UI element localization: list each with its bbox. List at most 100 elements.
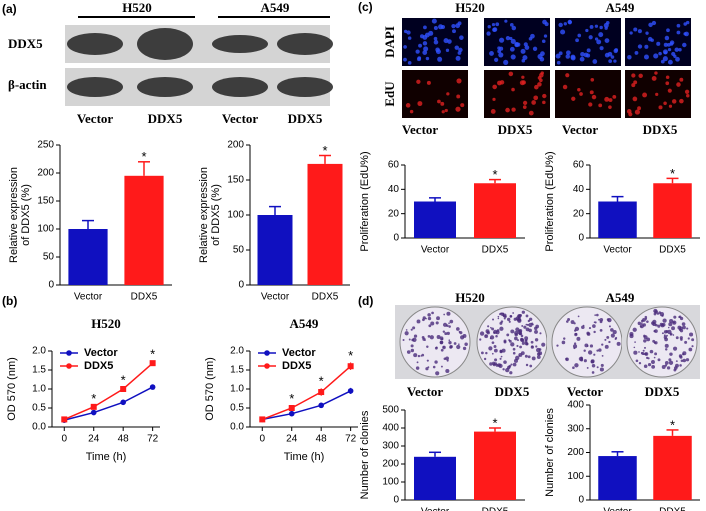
group-label: H520 [455, 290, 485, 305]
group-label: A549 [606, 0, 635, 15]
legend-label: DDX5 [282, 360, 311, 372]
significance: * [91, 391, 96, 406]
y-tick-label: 0.5 [230, 403, 244, 414]
y-tick-label: 0.5 [32, 403, 46, 414]
x-tick-label: DDX5 [659, 245, 686, 256]
x-tick-label: Vector [261, 292, 290, 303]
x-tick-label: 72 [345, 434, 357, 445]
x-tick-label: Vector [421, 245, 450, 256]
y-tick-label: 400 [382, 423, 399, 434]
y-tick-label: 60 [388, 160, 400, 171]
lane-label: DDX5 [148, 111, 183, 126]
x-axis-label: Time (h) [86, 451, 127, 463]
marker [318, 402, 324, 409]
x-tick-label: 48 [118, 434, 130, 445]
group-label: A549 [606, 290, 635, 305]
y-axis-label: Number of clonies [359, 410, 371, 499]
y-tick-label: 300 [567, 423, 584, 434]
y-tick-label: 400 [567, 400, 584, 411]
row-label: β-actin [8, 77, 47, 92]
chart: 0 100 200 300 400 500 Number of clonies Vector D… [359, 405, 525, 511]
x-tick-label: DDX5 [482, 507, 509, 511]
y-tick-label: 1.5 [230, 365, 244, 376]
x-tick-label: 0 [259, 434, 265, 445]
chart: 0 100 200 300 400 Number of clonies Vector DDX5… [544, 400, 700, 511]
chart: 0 50 100 150 200 Relative expression of DDX5 (… [198, 140, 350, 303]
significance: * [322, 143, 327, 158]
y-tick-label: 0 [578, 495, 584, 506]
marker [288, 405, 295, 411]
x-tick-label: 48 [316, 434, 328, 445]
y-tick-label: 500 [382, 405, 399, 416]
panel-label: (c) [358, 0, 373, 14]
y-tick-label: 100 [567, 471, 584, 482]
y-tick-label: 0.0 [230, 422, 244, 433]
group-label: H520 [455, 0, 485, 15]
legend-label: Vector [84, 347, 118, 359]
x-tick-label: 72 [147, 434, 159, 445]
y-tick-label: 50 [43, 252, 55, 263]
significance: * [289, 391, 294, 406]
line [262, 390, 351, 421]
marker [90, 409, 97, 416]
legend-marker [66, 350, 72, 356]
lane-label: DDX5 [495, 384, 530, 399]
group-label: A549 [261, 0, 290, 15]
lane-label: DDX5 [288, 111, 323, 126]
line [63, 362, 154, 421]
significance: * [141, 149, 146, 164]
significance: * [492, 167, 497, 182]
row-label: EdU [382, 81, 397, 107]
y-tick-label: 40 [388, 184, 400, 195]
bar [474, 183, 516, 238]
significance: * [319, 374, 324, 389]
line [64, 386, 153, 421]
x-tick-label: Vector [421, 507, 450, 511]
y-tick-label: 20 [573, 208, 585, 219]
marker [318, 389, 325, 396]
marker [90, 403, 97, 410]
y-axis-label: OD 570 (nm) [204, 357, 216, 421]
significance: * [121, 373, 126, 388]
y-tick-label: 300 [382, 441, 399, 452]
bar [307, 163, 343, 285]
lane-label: Vector [407, 384, 444, 399]
y-tick-label: 0 [393, 233, 399, 244]
y-tick-label: 150 [227, 175, 244, 186]
bar [414, 456, 456, 500]
x-axis-label: Time (h) [284, 451, 325, 463]
lane-label: Vector [567, 384, 604, 399]
y-tick-label: 200 [382, 459, 399, 470]
marker [149, 360, 156, 367]
colony-assay: H520 A549 Vector DDX5 Vector DDX5 [395, 290, 700, 399]
chart: 0.0 0.5 1.0 1.5 2.0 OD 570 (nm) A549 Time (h) 0 2… [204, 316, 358, 463]
y-axis-label: Proliferation (EdU%) [544, 151, 556, 251]
bar [598, 456, 637, 500]
marker [61, 416, 68, 423]
significance: * [492, 415, 497, 430]
x-tick-label: DDX5 [131, 292, 158, 303]
y-tick-label: 0 [238, 280, 244, 291]
marker [288, 410, 295, 417]
bar [598, 201, 637, 238]
y-axis-label: of DDX5 (%) [210, 184, 222, 246]
row-label: DAPI [382, 26, 397, 58]
legend-label: DDX5 [84, 360, 113, 372]
lane-label: DDX5 [645, 384, 680, 399]
significance: * [670, 166, 675, 181]
lane-label: Vector [77, 111, 114, 126]
x-tick-label: Vector [603, 245, 632, 256]
y-tick-label: 150 [37, 196, 54, 207]
row-label: DDX5 [8, 36, 43, 51]
y-tick-label: 200 [227, 140, 244, 151]
y-tick-label: 200 [37, 168, 54, 179]
y-tick-label: 2.0 [230, 346, 244, 357]
legend-marker [264, 363, 270, 369]
western-blot: H520 A549 DDX5 β-actin Vector DDX5 Vecto… [8, 0, 333, 126]
panel-label: (b) [2, 294, 17, 308]
y-axis-label: Relative expression [198, 167, 210, 263]
y-axis-label: Relative expression [8, 167, 20, 263]
lane-label: Vector [562, 122, 599, 137]
lane-label: Vector [222, 111, 259, 126]
y-tick-label: 40 [573, 184, 585, 195]
